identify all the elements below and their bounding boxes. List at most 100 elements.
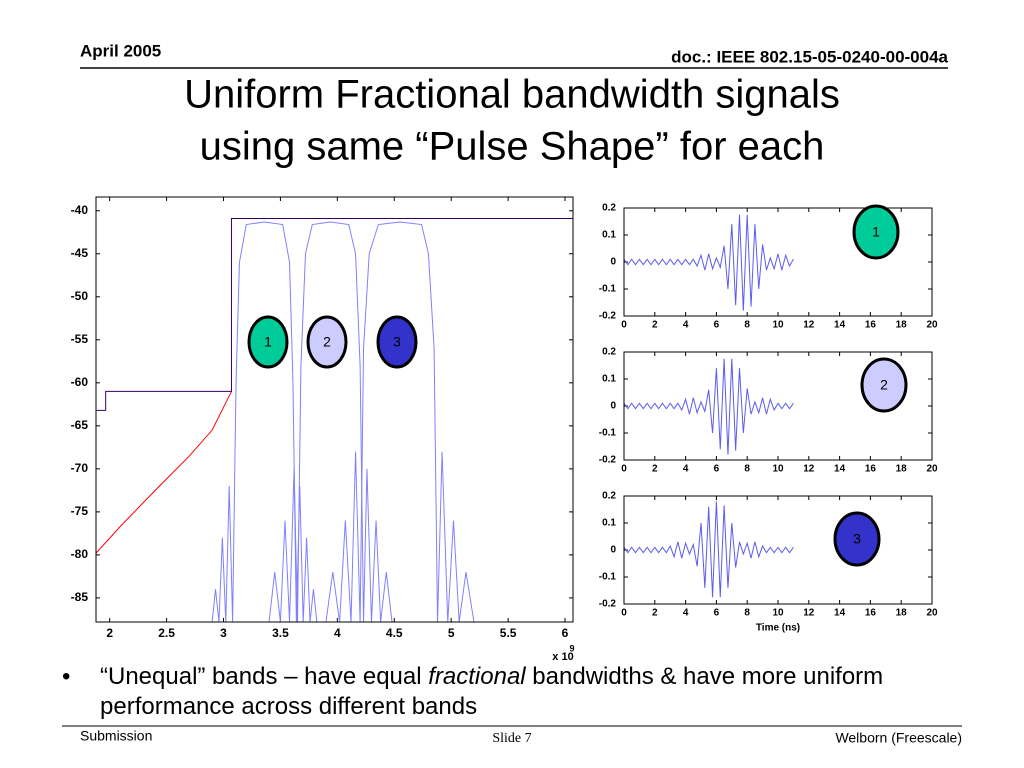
annotation-label: 1 (264, 334, 272, 350)
bullet-marker: • (62, 663, 71, 690)
x-tick-label: 8 (744, 320, 750, 331)
footer-left: Submission (80, 728, 152, 744)
x-tick-label: 20 (926, 320, 938, 331)
chart: -40 -45 -50 -55 -60 -65 -70 -75 -80 -85 2 2.5 3 3.5 4 4… (71, 196, 575, 663)
x-tick-label: 4 (683, 464, 689, 475)
x-tick-label: 10 (772, 320, 784, 331)
plot-frame (623, 495, 933, 605)
plot-area (96, 197, 573, 622)
footer-center: Slide 7 (492, 731, 531, 746)
series-group (624, 358, 794, 455)
y-tick-label: -55 (71, 332, 89, 346)
series-group (96, 218, 573, 622)
chart: 0.2 0.1 0 -0.1 -0.2 0 2 4 6 8 10 12 14 16 18 20 1 (599, 203, 938, 331)
data-line (624, 358, 794, 455)
y-tick-label: 0 (610, 257, 616, 268)
x-tick-label: 0 (621, 608, 627, 619)
data-line (624, 501, 794, 598)
x-tick-label: 20 (926, 464, 938, 475)
annotation-badge (860, 357, 908, 413)
y-tick-label: 0.1 (602, 230, 616, 241)
annotation-label: 1 (872, 224, 880, 240)
x-tick-label: 16 (865, 320, 877, 331)
annotation-badge (833, 511, 881, 567)
x-tick-label: 8 (744, 464, 750, 475)
x-tick-label: 10 (772, 608, 784, 619)
annotation-label: 3 (853, 531, 861, 547)
y-tick-label: -0.2 (599, 599, 617, 610)
bullet-text-part: bandwidths & have more uniform performan… (100, 663, 884, 720)
x-tick-label: 6 (714, 608, 720, 619)
y-tick-label: -60 (71, 375, 89, 389)
data-line (96, 218, 573, 411)
y-tick-label: -0.2 (599, 455, 617, 466)
x-tick-label: 12 (803, 608, 815, 619)
data-line (268, 221, 393, 622)
annotation-label: 2 (880, 377, 888, 393)
series-group (624, 214, 794, 311)
x-tick-label: 14 (834, 464, 846, 475)
data-line (211, 221, 318, 622)
plot-frame (623, 351, 933, 461)
y-tick-label: -85 (71, 590, 89, 604)
x-tick-label: 2 (652, 464, 658, 475)
x-tick-label: 2.5 (158, 626, 175, 640)
y-tick-label: -75 (71, 504, 89, 518)
annotation-label: 3 (393, 334, 401, 350)
title-line: using same “Pulse Shape” for each (200, 125, 825, 169)
x-tick-label: 4.5 (386, 626, 403, 640)
bullet-text-part: “Unequal” bands – have equal (100, 663, 422, 690)
y-tick-label: -80 (71, 547, 89, 561)
x-scale-exponent: 9 (569, 643, 574, 653)
data-line (325, 221, 475, 622)
x-tick-label: 2 (652, 320, 658, 331)
header-doc: doc.: IEEE 802.15-05-0240-00-004a (671, 47, 948, 66)
x-tick-label: 4 (683, 320, 689, 331)
y-tick-label: 0.2 (602, 203, 616, 214)
chart: 0.2 0.1 0 -0.1 -0.2 0 2 4 6 8 10 12 14 16 18 20 Time (ns… (599, 491, 938, 634)
x-tick-label: 5.5 (500, 626, 517, 640)
x-tick-label: 12 (803, 320, 815, 331)
x-axis-label: Time (ns) (756, 623, 800, 634)
x-tick-label: 2 (106, 626, 113, 640)
y-tick-label: -0.1 (599, 284, 617, 295)
x-tick-label: 4 (683, 608, 689, 619)
x-tick-label: 16 (865, 608, 877, 619)
y-tick-label: -40 (71, 203, 89, 217)
x-tick-label: 14 (834, 608, 846, 619)
data-line (624, 214, 794, 311)
y-tick-label: -0.2 (599, 311, 617, 322)
y-tick-label: 0.2 (602, 347, 616, 358)
title-line: Uniform Fractional bandwidth signals (184, 73, 840, 117)
x-tick-label: 3.5 (272, 626, 289, 640)
x-scale-label: x 10 (552, 651, 573, 663)
x-tick-label: 0 (621, 464, 627, 475)
series-group (624, 501, 794, 598)
x-tick-label: 6 (714, 464, 720, 475)
footer-right: Welborn (Freescale) (835, 730, 962, 746)
x-tick-label: 2 (652, 608, 658, 619)
x-tick-label: 18 (896, 608, 908, 619)
y-tick-label: -65 (71, 418, 89, 432)
x-tick-label: 14 (834, 320, 846, 331)
bullet-emphasis: fractional (428, 663, 526, 690)
y-tick-label: -70 (71, 461, 89, 475)
annotation-badge (376, 315, 418, 369)
x-tick-label: 18 (896, 320, 908, 331)
y-tick-label: 0.1 (602, 374, 616, 385)
y-tick-label: 0 (610, 545, 616, 556)
chart: 0.2 0.1 0 -0.1 -0.2 0 2 4 6 8 10 12 14 16 18 20 2 (599, 347, 938, 475)
y-tick-label: -45 (71, 246, 89, 260)
x-tick-label: 0 (621, 320, 627, 331)
x-tick-label: 16 (865, 464, 877, 475)
annotation-badge (852, 204, 900, 260)
x-tick-label: 4 (334, 626, 341, 640)
y-tick-label: -50 (71, 289, 89, 303)
y-tick-label: 0.2 (602, 491, 616, 502)
y-tick-label: -0.1 (599, 428, 617, 439)
plot-frame (623, 207, 933, 317)
x-tick-label: 5 (448, 626, 455, 640)
annotation-badge (247, 315, 289, 369)
